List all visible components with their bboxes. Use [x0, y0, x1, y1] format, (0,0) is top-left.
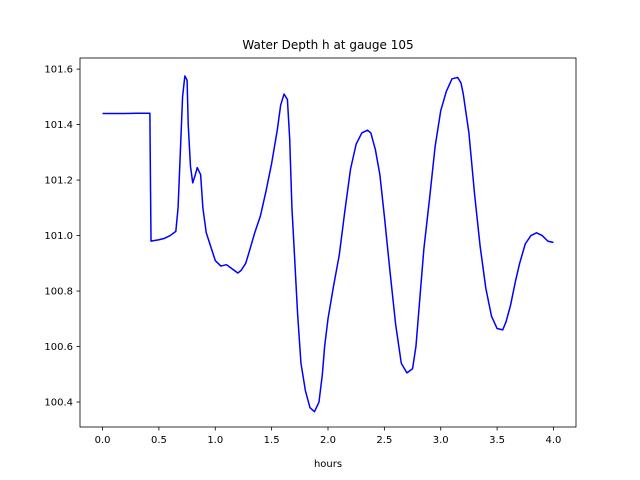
y-tick-label: 100.4: [44, 398, 73, 409]
x-tick-label: 0.5: [151, 435, 167, 446]
y-tick-label: 101.2: [44, 176, 73, 187]
x-tick-label: 1.5: [264, 435, 280, 446]
x-tick-label: 4.0: [546, 435, 562, 446]
x-tick-label: 0.0: [95, 435, 111, 446]
x-tick-label: 2.0: [320, 435, 336, 446]
chart-title: Water Depth h at gauge 105: [242, 38, 413, 52]
y-tick-label: 101.0: [44, 231, 73, 242]
y-tick-label: 101.6: [44, 65, 73, 76]
x-axis-label: hours: [314, 459, 342, 470]
series-line-0: [102, 75, 554, 413]
y-tick-label: 100.8: [44, 287, 73, 298]
y-tick-label: 101.4: [44, 120, 73, 131]
plot-area: 0.0 0.5 1.0 1.5 2.0 2.5 3.0 3.5 4.0 100.4 100.6 100…: [44, 57, 577, 446]
x-tick-label: 2.5: [376, 435, 392, 446]
y-tick-label: 100.6: [44, 342, 73, 353]
x-tick-label: 1.0: [207, 435, 223, 446]
plot-frame: [79, 57, 577, 428]
x-tick-label: 3.0: [433, 435, 449, 446]
x-tick-label: 3.5: [489, 435, 505, 446]
